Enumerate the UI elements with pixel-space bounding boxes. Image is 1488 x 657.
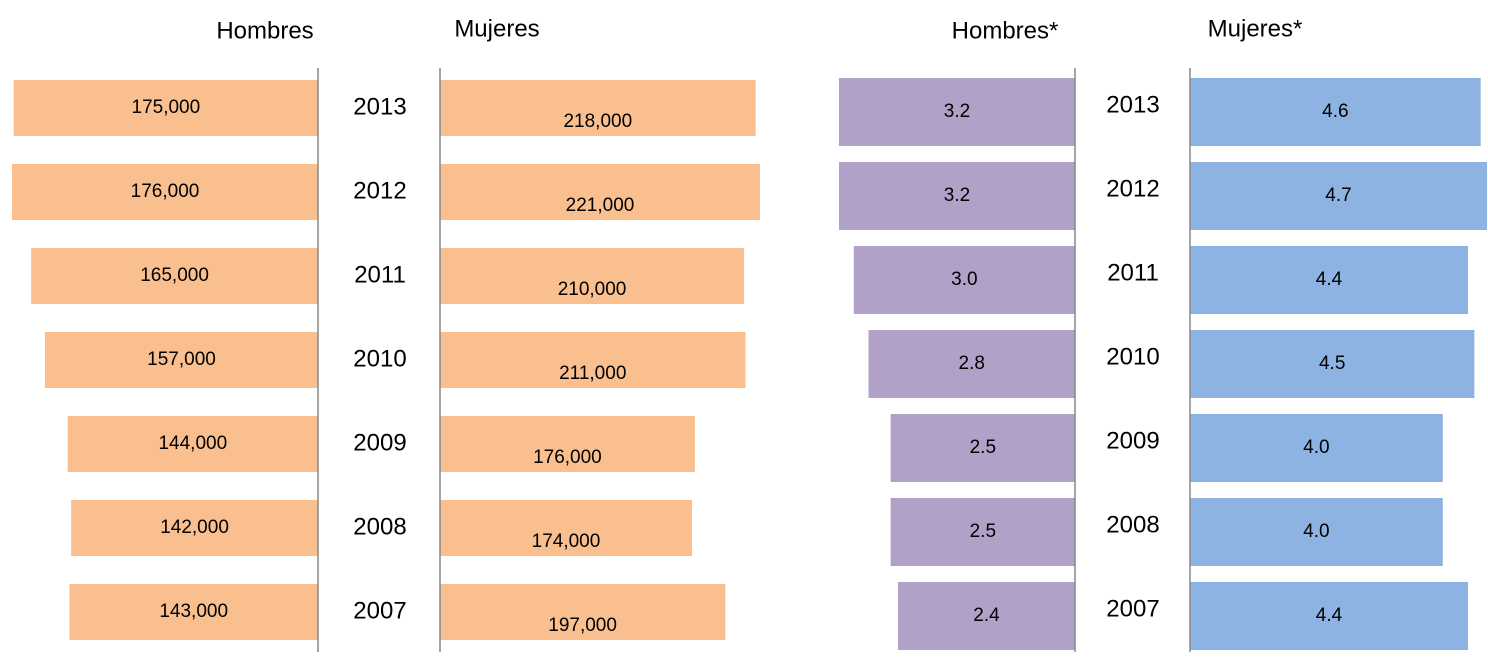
category-label: 2010 xyxy=(1106,343,1159,370)
value-label: 165,000 xyxy=(140,265,209,286)
bar xyxy=(1190,582,1469,650)
value-label: 176,000 xyxy=(533,447,602,468)
category-label: 2013 xyxy=(353,93,406,120)
value-label: 4.0 xyxy=(1303,437,1329,458)
bar xyxy=(45,332,319,388)
category-label: 2007 xyxy=(1106,595,1159,622)
bar xyxy=(1190,414,1443,482)
value-label: 176,000 xyxy=(131,181,200,202)
value-label: 157,000 xyxy=(147,349,216,370)
value-label: 2.8 xyxy=(959,353,985,374)
bar xyxy=(31,248,318,304)
value-label: 4.0 xyxy=(1303,521,1329,542)
bar xyxy=(440,416,695,472)
bar xyxy=(67,416,319,472)
value-label: 221,000 xyxy=(566,195,635,216)
category-label: 2012 xyxy=(353,177,406,204)
category-label: 2007 xyxy=(353,597,406,624)
value-label: 197,000 xyxy=(548,615,617,636)
bar xyxy=(1190,246,1469,314)
bar xyxy=(1190,162,1487,230)
category-label: 2009 xyxy=(353,429,406,456)
bar xyxy=(898,582,1075,650)
value-label: 2.4 xyxy=(973,605,1000,626)
bar xyxy=(1190,498,1443,566)
bar xyxy=(440,80,756,136)
bar xyxy=(440,332,746,388)
value-label: 4.7 xyxy=(1325,185,1351,206)
value-label: 211,000 xyxy=(559,363,626,384)
value-label: 144,000 xyxy=(158,433,227,454)
bar xyxy=(13,80,318,136)
category-label: 2011 xyxy=(354,261,406,288)
value-label: 218,000 xyxy=(563,111,632,132)
bar xyxy=(868,330,1075,398)
bar xyxy=(839,162,1075,230)
value-label: 4.4 xyxy=(1316,269,1343,290)
value-label: 175,000 xyxy=(132,97,201,118)
bar xyxy=(890,498,1075,566)
value-label: 210,000 xyxy=(558,279,627,300)
value-label: 3.2 xyxy=(944,185,970,206)
bar xyxy=(440,500,692,556)
bar xyxy=(890,414,1075,482)
bar xyxy=(440,248,745,304)
value-label: 142,000 xyxy=(160,517,229,538)
category-label: 2008 xyxy=(353,513,406,540)
category-label: 2010 xyxy=(353,345,406,372)
value-label: 3.0 xyxy=(951,269,977,290)
bar xyxy=(71,500,318,556)
series-header: Mujeres* xyxy=(1208,15,1303,42)
value-label: 2.5 xyxy=(970,521,996,542)
bar xyxy=(1190,330,1475,398)
value-label: 4.4 xyxy=(1316,605,1343,626)
value-label: 4.6 xyxy=(1322,101,1348,122)
value-label: 174,000 xyxy=(532,531,601,552)
bar xyxy=(839,78,1075,146)
series-header: Mujeres xyxy=(454,15,539,42)
bar xyxy=(440,584,726,640)
bar xyxy=(853,246,1075,314)
value-label: 4.5 xyxy=(1319,353,1345,374)
category-label: 2009 xyxy=(1106,427,1159,454)
series-header: Hombres* xyxy=(952,17,1059,44)
bar xyxy=(1190,78,1481,146)
bar xyxy=(69,584,318,640)
value-label: 2.5 xyxy=(970,437,996,458)
series-header: Hombres xyxy=(216,17,313,44)
bar xyxy=(440,164,760,220)
category-label: 2008 xyxy=(1106,511,1159,538)
value-label: 143,000 xyxy=(159,601,228,622)
category-label: 2012 xyxy=(1106,175,1159,202)
category-label: 2013 xyxy=(1106,91,1159,118)
bar xyxy=(12,164,318,220)
value-label: 3.2 xyxy=(944,101,970,122)
category-label: 2011 xyxy=(1107,259,1159,286)
